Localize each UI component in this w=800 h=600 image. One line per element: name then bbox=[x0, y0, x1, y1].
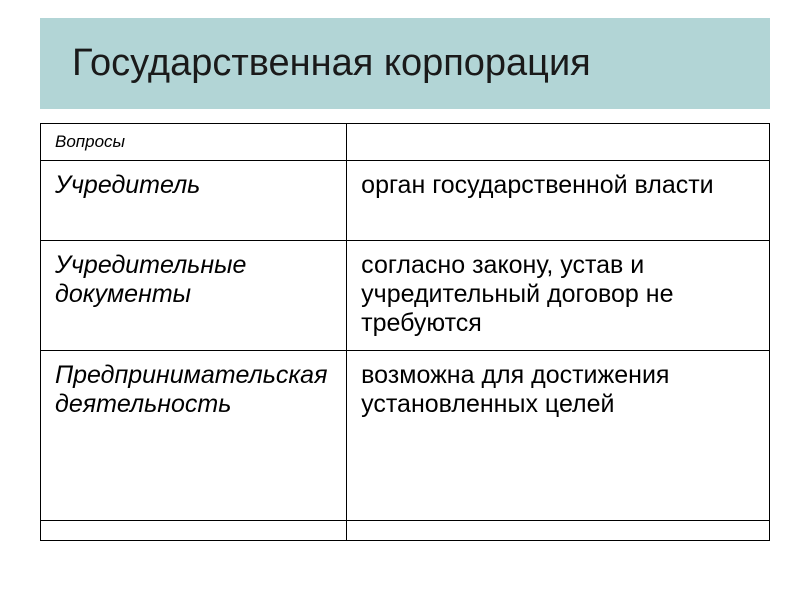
row-value: орган государственной власти bbox=[347, 161, 770, 241]
row-label bbox=[41, 521, 347, 541]
row-label: Предпринимательская деятельность bbox=[41, 351, 347, 521]
slide-container: Государственная корпорация Вопросы Учред… bbox=[0, 0, 800, 600]
table-row: Учредитель орган государственной власти bbox=[41, 161, 770, 241]
title-bar: Государственная корпорация bbox=[40, 18, 770, 109]
definition-table: Вопросы Учредитель орган государственной… bbox=[40, 123, 770, 541]
table-row: Предпринимательская деятельность возможн… bbox=[41, 351, 770, 521]
header-label-cell: Вопросы bbox=[41, 124, 347, 161]
row-value: согласно закону, устав и учредительный д… bbox=[347, 241, 770, 351]
table-row bbox=[41, 521, 770, 541]
header-value-cell bbox=[347, 124, 770, 161]
row-label: Учредитель bbox=[41, 161, 347, 241]
row-label: Учредительные документы bbox=[41, 241, 347, 351]
table-row: Учредительные документы согласно закону,… bbox=[41, 241, 770, 351]
row-value bbox=[347, 521, 770, 541]
row-value: возможна для достижения установленных це… bbox=[347, 351, 770, 521]
table-header-row: Вопросы bbox=[41, 124, 770, 161]
slide-title: Государственная корпорация bbox=[72, 42, 738, 85]
